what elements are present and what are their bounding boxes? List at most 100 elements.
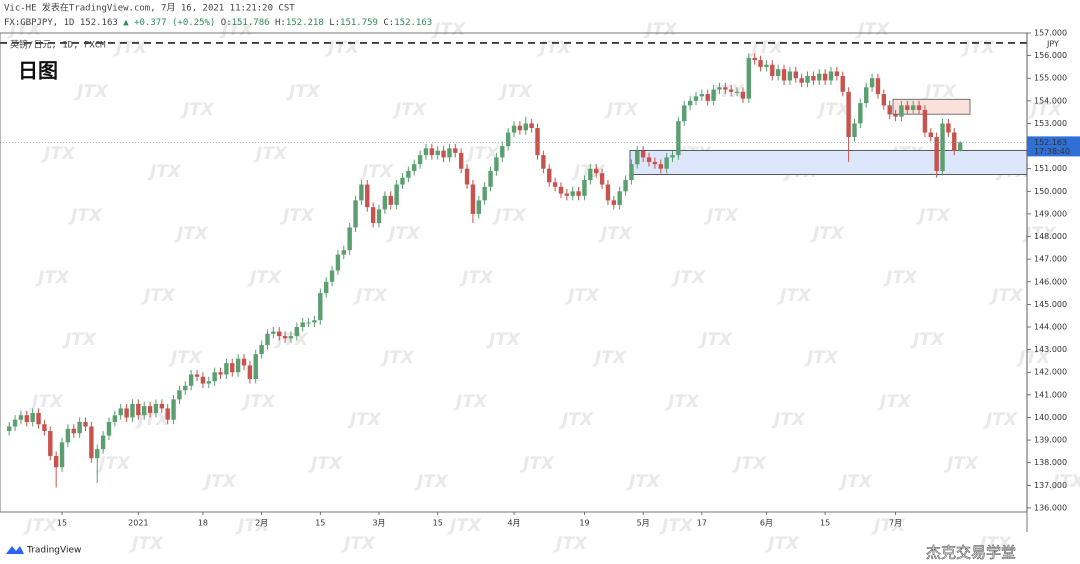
header-ohlc: FX:GBPJPY, 1D 152.163 ▲ +0.377 (+0.25%) … bbox=[4, 18, 432, 28]
candle-body bbox=[470, 184, 476, 214]
y-tick-label: 153.000 bbox=[1034, 119, 1067, 128]
watermark: JTX bbox=[241, 392, 276, 412]
candle-body bbox=[723, 87, 728, 90]
candle-body bbox=[699, 94, 705, 97]
candle-body bbox=[12, 419, 18, 427]
y-tick-label: 140.000 bbox=[1034, 413, 1067, 422]
watermark: JTX bbox=[68, 206, 103, 226]
candle-body bbox=[417, 155, 423, 165]
currency: JPY bbox=[1046, 40, 1059, 49]
candle-body bbox=[594, 168, 599, 174]
candle-body bbox=[846, 91, 851, 138]
candle-body bbox=[464, 168, 470, 185]
candle-body bbox=[235, 358, 241, 373]
watermark: JTX bbox=[492, 206, 527, 226]
x-tick-label: 3月 bbox=[372, 519, 385, 528]
candle-body bbox=[42, 424, 47, 432]
candle-body bbox=[370, 207, 376, 223]
watermark: JTX bbox=[96, 454, 131, 474]
watermark: JTX bbox=[671, 268, 706, 288]
candle-body bbox=[517, 125, 523, 131]
candle-body bbox=[65, 428, 71, 443]
watermark: JTX bbox=[447, 516, 482, 536]
watermark: JTX bbox=[626, 472, 661, 492]
candle-body bbox=[30, 412, 35, 422]
candle-body bbox=[423, 148, 429, 156]
candle-body bbox=[729, 89, 734, 92]
x-tick-label: 5月 bbox=[637, 519, 650, 528]
watermark: JTX bbox=[347, 410, 382, 430]
watermark: JTX bbox=[353, 286, 388, 306]
countdown: 17:38:40 bbox=[1034, 147, 1070, 156]
x-tick-label: 15 bbox=[57, 519, 67, 528]
y-tick-label: 154.000 bbox=[1034, 96, 1067, 105]
candle-body bbox=[359, 184, 364, 201]
candle-body bbox=[781, 69, 787, 81]
y-tick-label: 138.000 bbox=[1034, 458, 1067, 467]
candle-body bbox=[212, 372, 217, 382]
watermark: JTX bbox=[286, 82, 321, 102]
zones bbox=[629, 98, 1028, 175]
candle-body bbox=[130, 403, 135, 418]
watermark: JTX bbox=[877, 392, 912, 412]
candle-body bbox=[746, 57, 752, 99]
zone bbox=[629, 149, 1028, 175]
candle-body bbox=[899, 105, 904, 117]
watermark: JTX bbox=[341, 534, 376, 554]
plot bbox=[0, 42, 1027, 488]
chart-subtitle: 英镑/日元, 1D, FXCM bbox=[10, 39, 106, 51]
brand: TradingView bbox=[26, 546, 81, 556]
candle-body bbox=[934, 137, 939, 171]
watermark: JTX bbox=[29, 392, 64, 412]
x-tick-label: 15 bbox=[820, 519, 830, 528]
watermark: JTX bbox=[665, 392, 700, 412]
candle-body bbox=[247, 365, 253, 380]
watermark: JTX bbox=[553, 534, 588, 554]
candle-body bbox=[770, 64, 775, 76]
watermark: JTX bbox=[274, 330, 309, 350]
candle-body bbox=[916, 105, 922, 110]
candle-body bbox=[83, 421, 88, 427]
candle-body bbox=[77, 421, 82, 434]
watermark: JTX bbox=[961, 38, 996, 58]
candle-body bbox=[664, 157, 669, 169]
candle-body bbox=[910, 105, 916, 110]
candle-body bbox=[623, 180, 628, 192]
watermark: JTX bbox=[41, 144, 76, 164]
watermark: JTX bbox=[380, 348, 415, 368]
candle-body bbox=[194, 374, 200, 377]
watermark: JTX bbox=[855, 20, 890, 40]
y-tick-label: 150.000 bbox=[1034, 187, 1067, 196]
watermark: JTX bbox=[777, 286, 812, 306]
candle-body bbox=[335, 254, 341, 271]
candle-body bbox=[552, 182, 558, 187]
candle-body bbox=[429, 148, 435, 156]
watermark: JTX bbox=[944, 454, 979, 474]
watermark: JTX bbox=[280, 206, 315, 226]
candle-body bbox=[288, 336, 294, 339]
symbol: FX:GBPJPY, 1D bbox=[4, 18, 74, 28]
candle-body bbox=[611, 200, 617, 205]
y-tick-label: 141.000 bbox=[1034, 390, 1067, 399]
watermark: JTX bbox=[74, 82, 109, 102]
candle-body bbox=[705, 94, 710, 101]
candle-body bbox=[206, 381, 211, 384]
change: ▲ +0.377 (+0.25%) bbox=[123, 18, 215, 28]
candle-body bbox=[952, 132, 957, 151]
candle-body bbox=[905, 105, 910, 110]
watermark: JTX bbox=[219, 20, 254, 40]
x-tick-label: 7月 bbox=[889, 519, 902, 528]
ohlc-value: 151.759 bbox=[340, 18, 378, 28]
candle-body bbox=[7, 426, 12, 432]
candle-body bbox=[717, 87, 722, 90]
candle-body bbox=[142, 406, 147, 416]
candle-body bbox=[946, 123, 951, 133]
y-tick-label: 149.000 bbox=[1034, 209, 1067, 218]
candle-body bbox=[376, 209, 382, 223]
candle-body bbox=[799, 78, 804, 83]
x-tick-label: 18 bbox=[198, 519, 208, 528]
ohlc-value: 152.218 bbox=[286, 18, 324, 28]
price-tag bbox=[1027, 136, 1080, 157]
watermark: JTX bbox=[804, 348, 839, 368]
